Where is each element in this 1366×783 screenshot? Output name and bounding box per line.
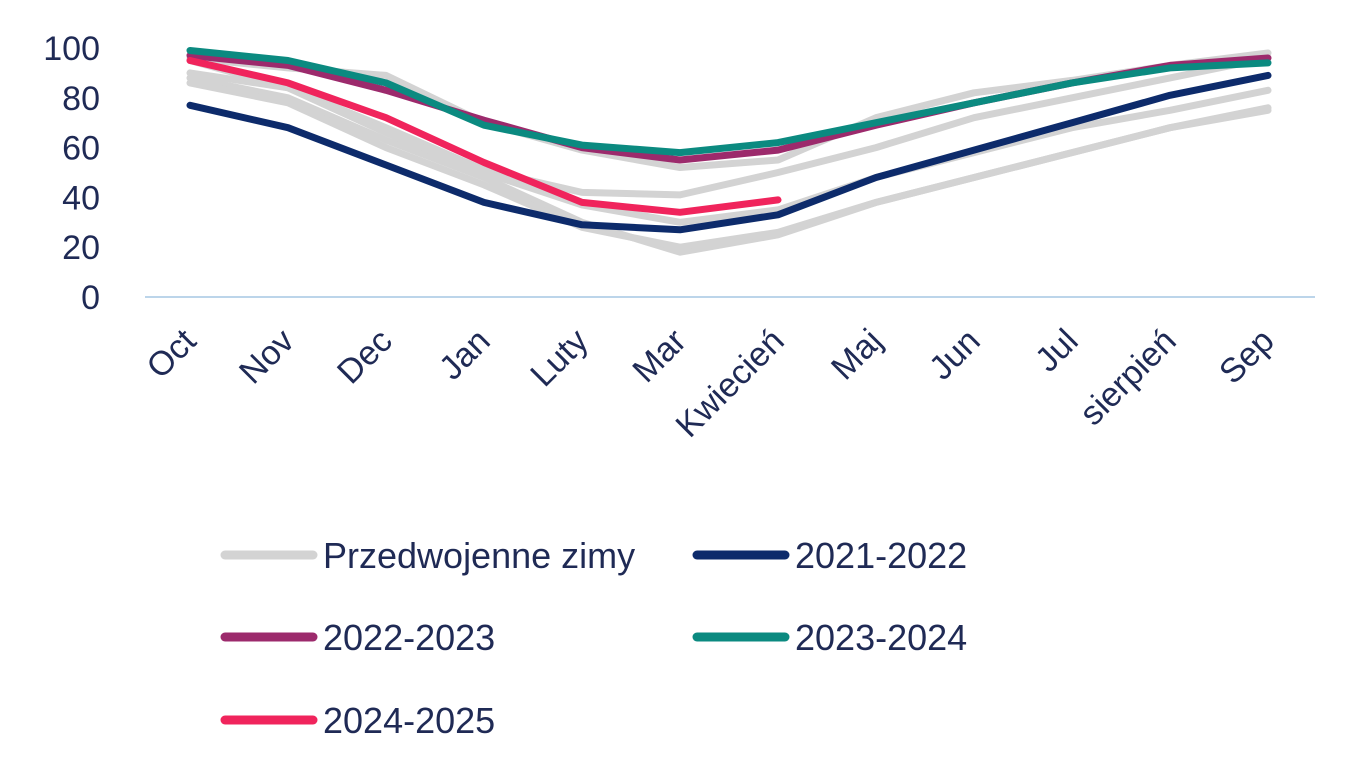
x-tick-label: sierpień [1073,322,1184,433]
x-tick-label: Maj [824,322,890,388]
x-tick-label: Jul [1028,322,1086,380]
x-tick-label: Jan [432,322,498,388]
legend-label: 2021-2022 [795,535,967,576]
legend-label: 2024-2025 [323,700,495,741]
series-line [186,79,1272,251]
series-line [186,54,1272,199]
y-tick-label: 40 [62,179,100,217]
x-tick-label: Kwiecień [669,322,792,445]
x-tick-label: Sep [1212,322,1282,392]
x-tick-label: Dec [330,322,400,392]
x-tick-label: Mar [625,322,693,390]
y-axis-ticks: 0 20 40 60 80 100 [43,30,100,317]
x-tick-label: Nov [232,322,302,392]
series-line [186,57,1272,226]
series-line [186,47,1272,157]
legend-label: Przedwojenne zimy [323,535,635,576]
x-tick-label: Luty [523,322,595,394]
y-tick-label: 80 [62,80,100,118]
series-lines [186,47,1272,256]
legend: Przedwojenne zimy 2021-2022 2022-2023 2023-… [220,535,967,741]
x-tick-label: Oct [139,321,204,386]
y-tick-label: 20 [62,229,100,267]
legend-label: 2022-2023 [323,617,495,658]
legend-label: 2023-2024 [795,617,967,658]
series-line [186,57,782,216]
y-tick-label: 0 [81,279,100,317]
x-tick-label: Jun [922,322,988,388]
y-tick-label: 60 [62,130,100,168]
series-line [186,71,1272,234]
y-tick-label: 100 [43,30,100,68]
